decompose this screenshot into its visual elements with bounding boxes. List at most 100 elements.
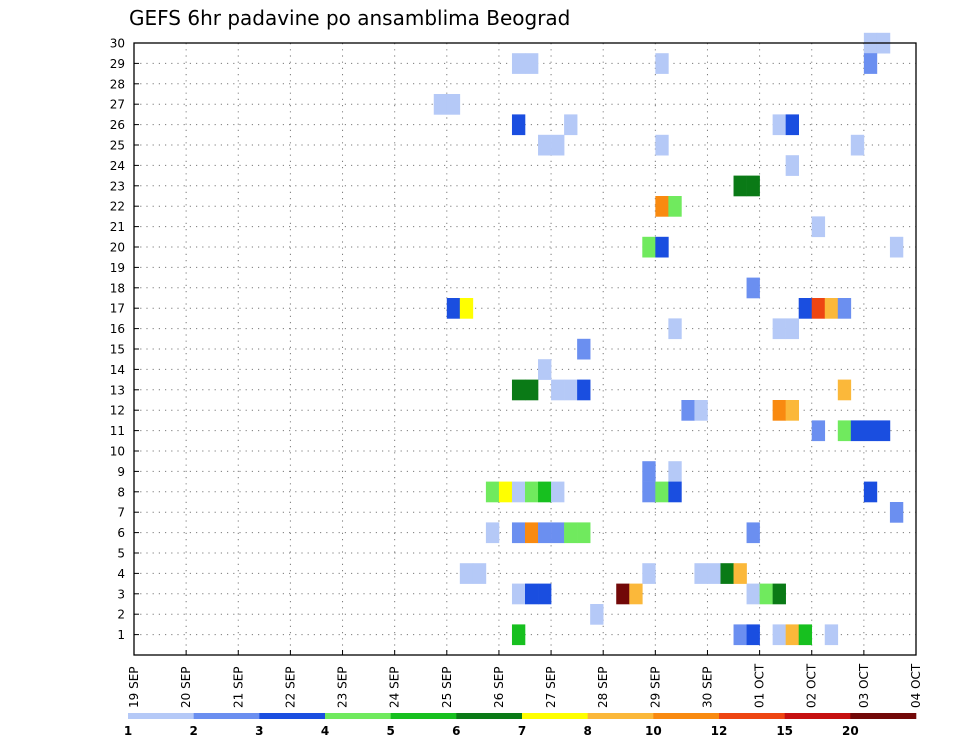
data-cell <box>538 522 552 544</box>
data-cell <box>668 318 682 340</box>
y-tick-label: 25 <box>110 139 125 153</box>
data-cell <box>446 298 461 319</box>
data-cell <box>577 379 591 401</box>
data-cell <box>824 624 839 646</box>
colorbar-label: 6 <box>452 724 460 738</box>
y-tick-label: 16 <box>110 322 125 336</box>
y-tick-label: 4 <box>117 567 125 581</box>
data-cell <box>759 583 773 605</box>
y-tick-label: 10 <box>110 445 125 459</box>
x-tick-label: 24 SEP <box>388 666 402 708</box>
y-tick-label: 8 <box>117 485 125 499</box>
data-cell <box>551 134 565 156</box>
y-tick-label: 19 <box>110 261 125 275</box>
colorbar-swatch <box>587 713 654 719</box>
data-cell <box>590 604 604 625</box>
data-cells <box>433 32 904 646</box>
data-cell <box>446 94 461 115</box>
x-tick-label: 21 SEP <box>231 666 245 708</box>
y-tick-label: 7 <box>117 506 125 520</box>
data-cell <box>863 53 878 74</box>
data-cell <box>629 583 643 605</box>
colorbar-label: 7 <box>518 724 526 738</box>
data-cell <box>642 461 656 482</box>
y-tick-label: 11 <box>110 424 125 438</box>
data-cell <box>551 379 565 401</box>
data-cell <box>525 379 539 401</box>
y-tick-label: 12 <box>110 404 125 418</box>
data-cell <box>785 318 799 340</box>
data-cell <box>525 481 539 503</box>
x-tick-label: 19 SEP <box>127 666 141 708</box>
data-cell <box>511 583 526 605</box>
colorbar-label: 1 <box>124 724 132 738</box>
data-cell <box>642 236 656 258</box>
data-cell <box>525 53 539 74</box>
y-tick-label: 28 <box>110 77 125 91</box>
x-tick-label: 02 OCT <box>805 663 819 708</box>
data-cell <box>811 298 826 319</box>
x-tick-label: 26 SEP <box>492 666 506 708</box>
colorbar-label: 8 <box>583 724 591 738</box>
colorbar-swatch <box>259 713 326 719</box>
y-tick-label: 21 <box>110 220 125 234</box>
data-cell <box>785 624 799 646</box>
data-cell <box>746 583 760 605</box>
data-cell <box>485 481 500 503</box>
data-cell <box>746 277 760 299</box>
data-cell <box>746 175 760 197</box>
data-cell <box>511 114 526 136</box>
data-cell <box>655 53 669 74</box>
colorbar-label: 15 <box>776 724 793 738</box>
data-cell <box>772 318 786 340</box>
data-cell <box>511 624 526 646</box>
x-axis: 19 SEP 20 SEP 21 SEP 22 SEP 23 SEP 24 SEP 25 S… <box>127 650 923 708</box>
colorbar-swatch <box>128 713 194 719</box>
data-cell <box>785 155 799 176</box>
colorbar-label: 10 <box>645 724 662 738</box>
data-cell <box>668 481 682 503</box>
data-cell <box>837 379 852 401</box>
data-cell <box>564 522 578 544</box>
data-cell <box>772 624 786 646</box>
data-cell <box>798 298 813 319</box>
y-axis: 1234567891011121314151617181920212223242… <box>110 37 139 642</box>
data-cell <box>824 298 839 319</box>
data-cell <box>850 134 865 156</box>
data-cell <box>694 563 708 584</box>
data-cell <box>837 298 852 319</box>
y-tick-label: 15 <box>110 343 125 357</box>
data-cell <box>655 134 669 156</box>
chart-title: GEFS 6hr padavine po ansamblima Beograd <box>129 6 570 30</box>
x-tick-label: 03 OCT <box>857 663 871 708</box>
data-cell <box>889 502 904 523</box>
data-cell <box>538 481 552 503</box>
data-cell <box>772 114 786 136</box>
data-cell <box>525 522 539 544</box>
x-tick-label: 20 SEP <box>179 666 193 708</box>
data-cell <box>538 359 552 380</box>
y-tick-label: 2 <box>117 608 125 622</box>
data-cell <box>616 583 630 605</box>
y-tick-label: 24 <box>110 159 125 173</box>
colorbar-swatch <box>850 713 917 719</box>
colorbar-label: 4 <box>321 724 329 738</box>
data-cell <box>876 420 891 442</box>
colorbar-label: 12 <box>711 724 728 738</box>
y-tick-label: 9 <box>117 465 125 479</box>
data-cell <box>811 216 826 238</box>
data-cell <box>511 379 526 401</box>
x-tick-label: 27 SEP <box>544 666 558 708</box>
y-tick-label: 6 <box>117 526 125 540</box>
data-cell <box>655 481 669 503</box>
y-tick-label: 29 <box>110 57 125 71</box>
data-cell <box>459 563 474 584</box>
colorbar: 1 2 3 4 5 6 7 8 10 12 15 20 <box>124 713 917 738</box>
x-tick-label: 29 SEP <box>648 666 662 708</box>
data-cell <box>850 420 865 442</box>
y-tick-label: 5 <box>117 547 125 561</box>
data-cell <box>681 400 695 421</box>
y-tick-label: 3 <box>117 587 125 601</box>
data-cell <box>472 563 487 584</box>
